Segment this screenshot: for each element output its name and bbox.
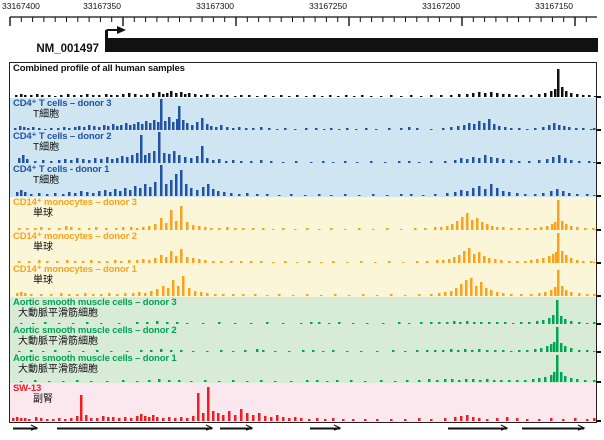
track-label-cd14-donor2: CD14⁺ monocytes – donor 2 bbox=[13, 231, 137, 242]
ruler-tick-label: 33167250 bbox=[309, 1, 347, 11]
scale-tick-right bbox=[596, 262, 601, 264]
ruler-tick-label: 33167150 bbox=[535, 1, 573, 11]
track-row-cd14-donor3[interactable]: CD14⁺ monocytes – donor 3 単球 bbox=[10, 197, 596, 231]
track-sublabel-cd14-donor3: 単球 bbox=[33, 208, 53, 219]
track-row-cd4-donor1[interactable]: CD4⁺ T cells - donor 1 T細胞 bbox=[10, 164, 596, 197]
segment-arrowhead-icon bbox=[500, 424, 509, 431]
track-sublabel-cd14-donor2: 単球 bbox=[33, 242, 53, 253]
track-sublabel-cd14-donor1: 単球 bbox=[33, 275, 53, 286]
track-sublabel-aortic-donor3: 大動脈平滑筋細胞 bbox=[18, 308, 98, 319]
track-row-cd14-donor2[interactable]: CD14⁺ monocytes – donor 2 単球 bbox=[10, 231, 596, 264]
track-label-sw13: SW-13 bbox=[13, 383, 42, 394]
track-label-cd14-donor1: CD14⁺ monocytes – donor 1 bbox=[13, 264, 137, 275]
scale-tick-right bbox=[596, 351, 601, 353]
scale-tick-right bbox=[596, 96, 601, 98]
signal-bars-cd4-donor2 bbox=[18, 132, 596, 163]
track-sublabel-cd4-donor1: T細胞 bbox=[33, 175, 60, 186]
track-row-aortic-donor1[interactable]: Aortic smooth muscle cells – donor 1 大動脈平… bbox=[10, 353, 596, 383]
scale-tick-right bbox=[596, 195, 601, 197]
scale-tick-right bbox=[596, 381, 601, 383]
track-sublabel-cd4-donor2: T細胞 bbox=[33, 142, 60, 153]
track-sublabel-aortic-donor2: 大動脈平滑筋細胞 bbox=[18, 336, 98, 347]
tracks-panel: Combined profile of all human samples CD4… bbox=[9, 62, 601, 423]
track-row-sw13[interactable]: SW-13 副腎 bbox=[10, 383, 596, 422]
tss-arrow-icon bbox=[105, 26, 126, 38]
signal-bars-cd14-donor2 bbox=[18, 233, 596, 263]
track-row-aortic-donor3[interactable]: Aortic smooth muscle cells – donor 3 大動脈平… bbox=[10, 297, 596, 325]
coordinate-ruler: 33167400 33167350 33167300 33167250 33167200… bbox=[2, 1, 597, 26]
signal-bars-aortic-donor3 bbox=[20, 300, 596, 324]
track-label-aortic-donor2: Aortic smooth muscle cells – donor 2 bbox=[13, 325, 177, 336]
ruler-tick-label: 33167200 bbox=[422, 1, 460, 11]
scale-tick-right bbox=[596, 323, 601, 325]
gene-model-bar bbox=[105, 38, 598, 52]
gene-label: NM_001497 bbox=[36, 43, 99, 55]
track-sublabel-sw13: 副腎 bbox=[33, 394, 53, 405]
segment-arrowhead-icon bbox=[30, 424, 39, 431]
track-row-cd14-donor1[interactable]: CD14⁺ monocytes – donor 1 単球 bbox=[10, 264, 596, 297]
track-label-aortic-donor3: Aortic smooth muscle cells – donor 3 bbox=[13, 297, 177, 308]
track-label-aortic-donor1: Aortic smooth muscle cells – donor 1 bbox=[13, 353, 177, 364]
ruler-tick-label: 33167400 bbox=[2, 1, 40, 11]
track-row-cd4-donor3[interactable]: CD4⁺ T cells – donor 3 T細胞 bbox=[10, 98, 596, 131]
segment-arrowhead-icon bbox=[577, 424, 586, 431]
segment-arrowhead-icon bbox=[205, 424, 214, 431]
track-label-cd14-donor3: CD14⁺ monocytes – donor 3 bbox=[13, 197, 137, 208]
scale-tick-right bbox=[596, 420, 601, 422]
track-row-aortic-donor2[interactable]: Aortic smooth muscle cells – donor 2 大動脈平… bbox=[10, 325, 596, 353]
track-label-cd4-donor2: CD4⁺ T cells – donor 2 bbox=[13, 131, 112, 142]
track-row-combined[interactable]: Combined profile of all human samples bbox=[10, 63, 596, 98]
signal-bars-aortic-donor1 bbox=[20, 355, 596, 382]
annotation-segments bbox=[13, 424, 586, 431]
signal-bars-combined bbox=[15, 69, 596, 97]
scale-tick-right bbox=[596, 129, 601, 131]
track-row-cd4-donor2[interactable]: CD4⁺ T cells – donor 2 T細胞 bbox=[10, 131, 596, 164]
scale-tick-right bbox=[596, 295, 601, 297]
signal-bars-cd4-donor1 bbox=[16, 165, 596, 196]
segment-arrowhead-icon bbox=[245, 424, 254, 431]
segment-arrowhead-icon bbox=[333, 424, 342, 431]
track-sublabel-cd4-donor3: T細胞 bbox=[33, 109, 60, 120]
signal-bars-cd4-donor3 bbox=[14, 99, 596, 130]
track-label-cd4-donor3: CD4⁺ T cells – donor 3 bbox=[13, 98, 112, 109]
scale-tick-right bbox=[596, 162, 601, 164]
scale-tick-right bbox=[596, 229, 601, 231]
gene-track: NM_001497 bbox=[36, 26, 598, 55]
track-label-cd4-donor1: CD4⁺ T cells - donor 1 bbox=[13, 164, 110, 175]
track-sublabel-aortic-donor1: 大動脈平滑筋細胞 bbox=[18, 364, 98, 375]
signal-bars-cd14-donor3 bbox=[18, 200, 596, 230]
signal-bars-sw13 bbox=[12, 387, 596, 421]
track-label-combined: Combined profile of all human samples bbox=[13, 63, 185, 74]
ruler-tick-label: 33167300 bbox=[196, 1, 234, 11]
signal-bars-aortic-donor2 bbox=[18, 327, 596, 352]
ruler-tick-label: 33167350 bbox=[83, 1, 121, 11]
signal-bars-cd14-donor1 bbox=[16, 270, 596, 296]
